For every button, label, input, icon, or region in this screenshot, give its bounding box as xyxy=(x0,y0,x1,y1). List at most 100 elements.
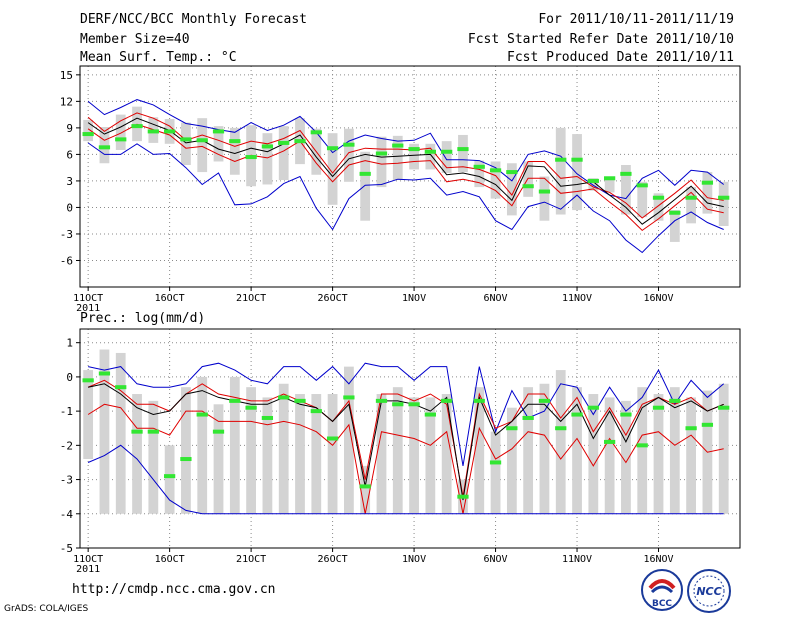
forecast-period: For 2011/10/11-2011/11/19 xyxy=(538,12,734,27)
box-bar xyxy=(474,160,485,188)
median-mark xyxy=(587,178,599,183)
median-mark xyxy=(424,149,436,154)
series-line-mean xyxy=(87,117,724,225)
x-year-label: 2011 xyxy=(76,303,100,314)
box-bar xyxy=(229,127,240,175)
box-bar xyxy=(295,394,305,514)
box-bar xyxy=(181,387,191,514)
x-tick-label: 11NOV xyxy=(562,554,592,565)
x-tick-label: 16OCT xyxy=(155,554,185,565)
x-tick-label: 11OCT xyxy=(73,293,103,304)
median-mark xyxy=(375,151,388,156)
median-mark xyxy=(522,415,534,420)
y-tick-label: -3 xyxy=(60,474,73,487)
median-mark xyxy=(82,132,94,137)
median-mark xyxy=(718,405,730,410)
median-mark xyxy=(604,176,616,181)
median-mark xyxy=(620,171,632,176)
median-mark xyxy=(212,129,225,134)
box-bar xyxy=(572,387,582,514)
y-tick-label: 12 xyxy=(60,95,73,108)
x-year-label: 2011 xyxy=(76,564,100,575)
plot-frame xyxy=(79,65,741,288)
median-mark xyxy=(571,412,583,417)
box-bar xyxy=(572,134,582,211)
box-bar xyxy=(653,193,664,221)
box-bar xyxy=(115,114,126,150)
box-bar xyxy=(637,387,648,514)
median-mark xyxy=(245,155,257,160)
box-bar xyxy=(621,165,631,215)
box-bar xyxy=(458,134,468,173)
x-tick-label: 16NOV xyxy=(643,293,673,304)
median-mark xyxy=(196,138,208,143)
median-mark xyxy=(359,171,371,176)
box-bar xyxy=(197,376,208,514)
box-bar xyxy=(376,136,387,188)
box-bar xyxy=(311,394,322,514)
median-mark xyxy=(229,398,241,403)
x-tick-label: 6NOV xyxy=(484,293,508,304)
median-mark xyxy=(636,443,648,448)
source-url[interactable]: http://cmdp.ncc.cma.gov.cn xyxy=(72,582,276,597)
box-bar xyxy=(686,187,696,224)
median-mark xyxy=(115,385,127,390)
temperature-panel: 15 12 9 6 3 0 -3 -6 11OCT 16OCT 21OCT 26OCT 1NOV 6NOV… xyxy=(60,65,741,314)
x-tick-label: 11OCT xyxy=(73,554,103,565)
median-mark xyxy=(82,378,94,383)
median-mark xyxy=(310,130,322,135)
median-mark xyxy=(131,429,143,434)
median-mark xyxy=(457,494,469,499)
box-bar xyxy=(425,397,436,514)
x-tick-label: 16NOV xyxy=(643,554,673,565)
box-bar xyxy=(246,387,256,514)
box-bar xyxy=(181,122,191,166)
box-bar xyxy=(392,387,403,514)
box-bar xyxy=(344,366,354,514)
median-mark xyxy=(294,398,306,403)
median-mark xyxy=(652,195,665,200)
box-bar xyxy=(99,126,110,164)
median-mark xyxy=(343,395,355,400)
box-bar xyxy=(360,151,371,221)
box-bar xyxy=(327,133,338,205)
box-bar xyxy=(213,404,224,514)
median-mark xyxy=(278,140,290,145)
box-bar xyxy=(718,181,729,227)
bcc-logo: BCC xyxy=(641,569,683,611)
median-mark xyxy=(180,457,192,462)
precip-panel-title: Prec.: log(mm/d) xyxy=(80,311,205,326)
bcc-logo-text: BCC xyxy=(652,599,672,609)
box-bar xyxy=(213,126,224,162)
series-line-max xyxy=(87,362,725,466)
median-mark xyxy=(261,144,274,149)
box-bar xyxy=(164,445,175,514)
plot-frame xyxy=(79,328,741,549)
median-mark xyxy=(326,436,339,441)
box-bar xyxy=(686,397,696,514)
box-bar xyxy=(229,376,240,514)
box-bar xyxy=(669,387,680,514)
box-bar xyxy=(539,176,550,221)
median-mark xyxy=(196,412,208,417)
median-mark xyxy=(522,184,534,189)
median-mark xyxy=(261,415,274,420)
box-bar xyxy=(344,128,354,182)
median-mark xyxy=(669,398,681,403)
series-line-min xyxy=(87,444,724,515)
median-mark xyxy=(424,412,436,417)
median-mark xyxy=(164,129,176,134)
median-mark xyxy=(375,398,388,403)
median-mark xyxy=(147,129,159,134)
box-bar xyxy=(490,431,501,514)
median-mark xyxy=(343,142,355,147)
x-tick-label: 26OCT xyxy=(318,554,348,565)
series-line-min xyxy=(87,142,724,254)
series-line-upper xyxy=(87,112,724,219)
median-mark xyxy=(310,409,322,414)
box-bar xyxy=(441,141,452,173)
series-line-upper xyxy=(87,379,724,497)
y-tick-label: 0 xyxy=(66,371,73,384)
median-mark xyxy=(620,412,632,417)
